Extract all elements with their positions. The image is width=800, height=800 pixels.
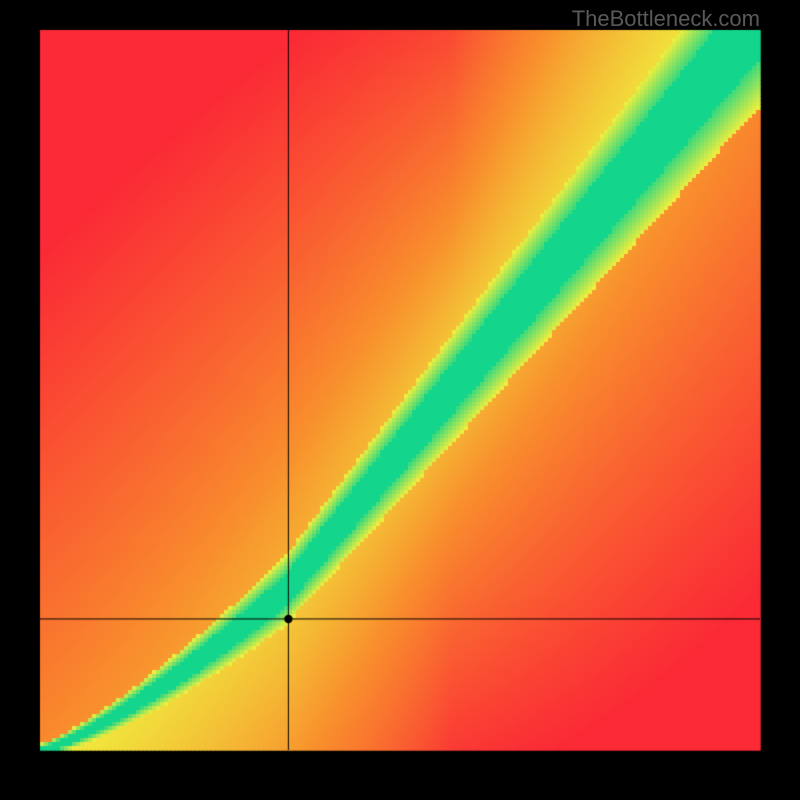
bottleneck-heatmap <box>0 0 800 800</box>
watermark-text: TheBottleneck.com <box>572 6 760 32</box>
